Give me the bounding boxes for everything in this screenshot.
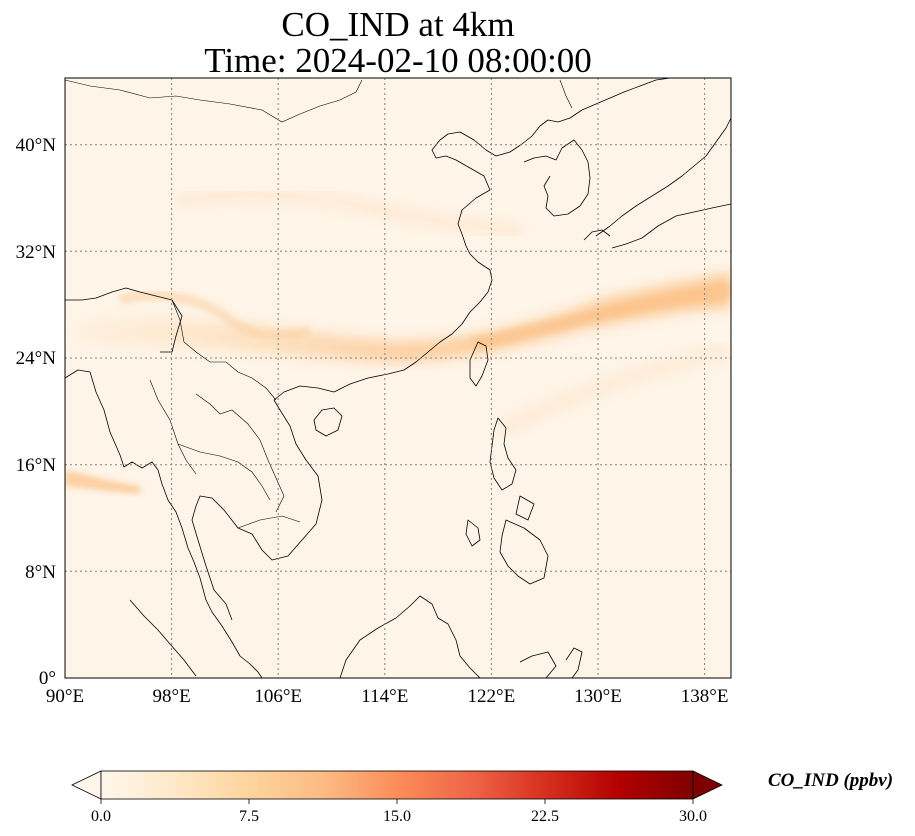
coastline-india-east xyxy=(65,287,183,353)
x-tick-label: 106°E xyxy=(254,686,302,707)
map-subtitle-time: Time: 2024-02-10 08:00:00 xyxy=(204,41,592,80)
co-plume-core xyxy=(470,282,731,350)
x-tick-label: 138°E xyxy=(681,686,729,707)
x-tick-labels: 90°E 98°E 106°E 114°E 122°E 130°E 138°E xyxy=(46,686,729,707)
y-tick-label: 16°N xyxy=(16,455,57,476)
coastline-philippines xyxy=(465,417,549,585)
coastline-sulawesi xyxy=(519,647,583,678)
y-tick-label: 40°N xyxy=(16,135,57,156)
coastlines xyxy=(65,78,731,678)
country-borders xyxy=(65,79,573,529)
x-tick-label: 90°E xyxy=(46,686,84,707)
y-tick-label: 24°N xyxy=(16,348,57,369)
coastline-taiwan xyxy=(469,341,489,387)
co-concentration-field xyxy=(65,189,731,494)
co-plume-north xyxy=(179,189,521,237)
y-tick-label: 0° xyxy=(39,668,56,689)
colorbar-tick-label: 30.0 xyxy=(679,808,707,825)
co-plume-band xyxy=(80,272,731,363)
co-plume-swirl xyxy=(118,290,312,341)
colorbar-tick-label: 7.5 xyxy=(239,808,259,825)
coastline-hainan xyxy=(313,407,343,437)
x-tick-label: 114°E xyxy=(361,686,408,707)
y-tick-label: 32°N xyxy=(16,242,57,263)
colorbar-gradient xyxy=(101,771,693,799)
y-tick-labels: 0° 8°N 16°N 24°N 32°N 40°N xyxy=(16,135,57,689)
map-gridlines xyxy=(65,78,731,678)
colorbar: 0.0 7.5 15.0 22.5 30.0 xyxy=(71,770,723,825)
colorbar-extend-high xyxy=(692,770,723,800)
colorbar-label: CO_IND (ppbv) xyxy=(768,770,894,791)
coastline-korea xyxy=(523,139,591,217)
co-plume-south xyxy=(496,343,731,437)
coastline-mainland xyxy=(65,78,671,678)
coastline-japan xyxy=(583,117,731,249)
colorbar-tick-labels: 0.0 7.5 15.0 22.5 30.0 xyxy=(91,808,707,825)
x-tick-label: 98°E xyxy=(152,686,190,707)
y-tick-label: 8°N xyxy=(25,562,56,583)
colorbar-ticks xyxy=(100,799,694,804)
colorbar-tick-label: 15.0 xyxy=(383,808,411,825)
x-tick-label: 122°E xyxy=(468,686,516,707)
coastline-borneo xyxy=(339,595,481,678)
x-tick-label: 130°E xyxy=(574,686,622,707)
colorbar-tick-label: 22.5 xyxy=(531,808,559,825)
colorbar-tick-label: 0.0 xyxy=(91,808,111,825)
map-frame xyxy=(64,77,732,679)
map-title: CO_IND at 4km xyxy=(281,5,515,44)
co-plume-west xyxy=(65,470,140,494)
coastline-sumatra xyxy=(129,599,197,677)
border-china-russia xyxy=(559,79,573,109)
border-southeast-asia xyxy=(149,299,301,529)
colorbar-extend-low xyxy=(71,770,102,800)
border-mongolia-china xyxy=(65,79,363,123)
